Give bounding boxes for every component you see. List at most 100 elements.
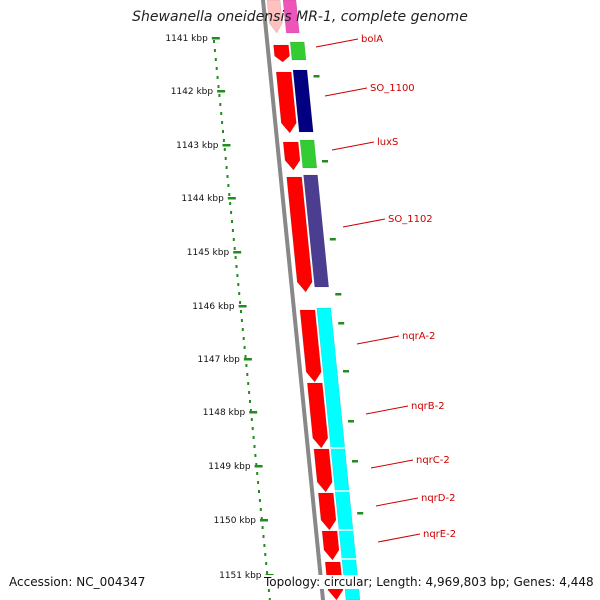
ruler-tick (249, 411, 258, 414)
track-tick (338, 322, 345, 325)
ruler-dot (222, 139, 225, 142)
ruler-label: 1143 kbp (176, 141, 219, 151)
ruler-dot (264, 553, 267, 556)
gene-bar (316, 307, 361, 600)
ruler-dot (266, 571, 269, 574)
backbone-line (260, 0, 326, 600)
track-tick (348, 420, 354, 423)
ruler-tick (227, 197, 236, 200)
gene-label: bolA (361, 34, 383, 45)
ruler-dot (248, 391, 251, 394)
ruler-dot (219, 103, 222, 106)
ruler-dot (251, 427, 254, 430)
track-tick (357, 512, 364, 515)
ruler-label: 1150 kbp (214, 516, 257, 526)
ruler-dot (218, 94, 221, 97)
ruler-tick (222, 144, 231, 147)
ruler-dot (234, 256, 237, 259)
ruler-dot (265, 562, 268, 565)
label-connector (377, 533, 421, 543)
feature-tracks (266, 0, 364, 600)
ruler-dot (213, 49, 216, 52)
ruler-dot (249, 409, 252, 412)
label-connector (342, 218, 386, 228)
ruler-dot (241, 328, 244, 331)
ruler-dot (221, 121, 224, 124)
ruler-tick (233, 251, 242, 254)
cds-arrow (273, 44, 290, 63)
ruler-tick (217, 90, 226, 93)
ruler-dot (259, 508, 262, 511)
ruler-dot (263, 544, 266, 547)
ruler-label: 1142 kbp (171, 87, 214, 97)
track-tick (343, 370, 349, 373)
ruler-dot (228, 193, 231, 196)
ruler-dot (224, 157, 227, 160)
ruler-dot (235, 265, 238, 268)
ruler-dot (226, 175, 229, 178)
ruler-dot (233, 247, 236, 250)
cds-arrow (286, 176, 313, 293)
cds-arrow (317, 492, 337, 531)
ruler-dot (243, 346, 246, 349)
ruler-tick (211, 37, 220, 40)
ruler-dot (254, 454, 257, 457)
gene-label: SO_1100 (370, 83, 415, 94)
genome-summary: Topology: circular; Length: 4,969,803 bp… (262, 575, 596, 589)
ruler-dot (250, 418, 253, 421)
gene-label: luxS (377, 137, 398, 148)
ruler-dot (249, 400, 251, 403)
ruler-label: 1149 kbp (208, 462, 251, 472)
feature-bar-top (282, 0, 300, 34)
ruler-dot (214, 58, 217, 61)
label-connector (365, 405, 409, 415)
ruler-dot (268, 598, 271, 600)
ruler-dot (213, 40, 215, 43)
gene-bar (292, 69, 314, 133)
gene-label: nqrD-2 (421, 493, 455, 504)
ruler-label: 1146 kbp (192, 302, 235, 312)
ruler-dot (230, 211, 233, 214)
gene-label: nqrB-2 (411, 401, 445, 412)
label-connector (331, 141, 375, 151)
ruler-dot (258, 499, 261, 502)
ruler-tick (243, 358, 252, 361)
gene-label: nqrA-2 (402, 331, 435, 342)
ruler-dot (240, 310, 242, 313)
ruler-dot (261, 526, 264, 529)
gene-bar (299, 139, 318, 169)
ruler-label: 1147 kbp (197, 355, 240, 365)
map-title: Shewanella oneidensis MR-1, complete gen… (132, 9, 468, 25)
cds-arrow (282, 141, 301, 171)
gene-label: SO_1102 (388, 214, 433, 225)
ruler-dot (239, 301, 242, 304)
cds-arrow (306, 382, 329, 449)
track-tick (313, 75, 320, 78)
track-tick (322, 160, 328, 163)
ruler-dot (220, 112, 223, 115)
ruler-dot (237, 283, 240, 286)
ruler-dot (216, 76, 219, 79)
ruler-dot (242, 337, 245, 340)
cds-arrow (321, 530, 340, 561)
ruler-dot (244, 355, 247, 358)
label-connector (356, 335, 400, 345)
gene-bar (289, 41, 307, 61)
ruler-dot (215, 67, 218, 70)
label-connector (324, 87, 368, 97)
gene-bar (303, 174, 330, 288)
ruler-dot (252, 436, 255, 439)
kbp-ruler: 1141 kbp 1142 kbp 1143 kbp 1144 kbp 1145 kbp… (165, 34, 274, 600)
ruler-tick (260, 519, 268, 522)
track-tick (352, 460, 358, 463)
ruler-dot (262, 535, 265, 538)
ruler-dot (229, 202, 232, 205)
label-connector (370, 459, 414, 469)
ruler-dot (267, 589, 270, 592)
ruler-dot (222, 130, 224, 133)
ruler-dot (223, 148, 226, 151)
gene-label: nqrC-2 (416, 455, 450, 466)
ruler-dot (217, 85, 220, 88)
ruler-dot (236, 274, 239, 277)
